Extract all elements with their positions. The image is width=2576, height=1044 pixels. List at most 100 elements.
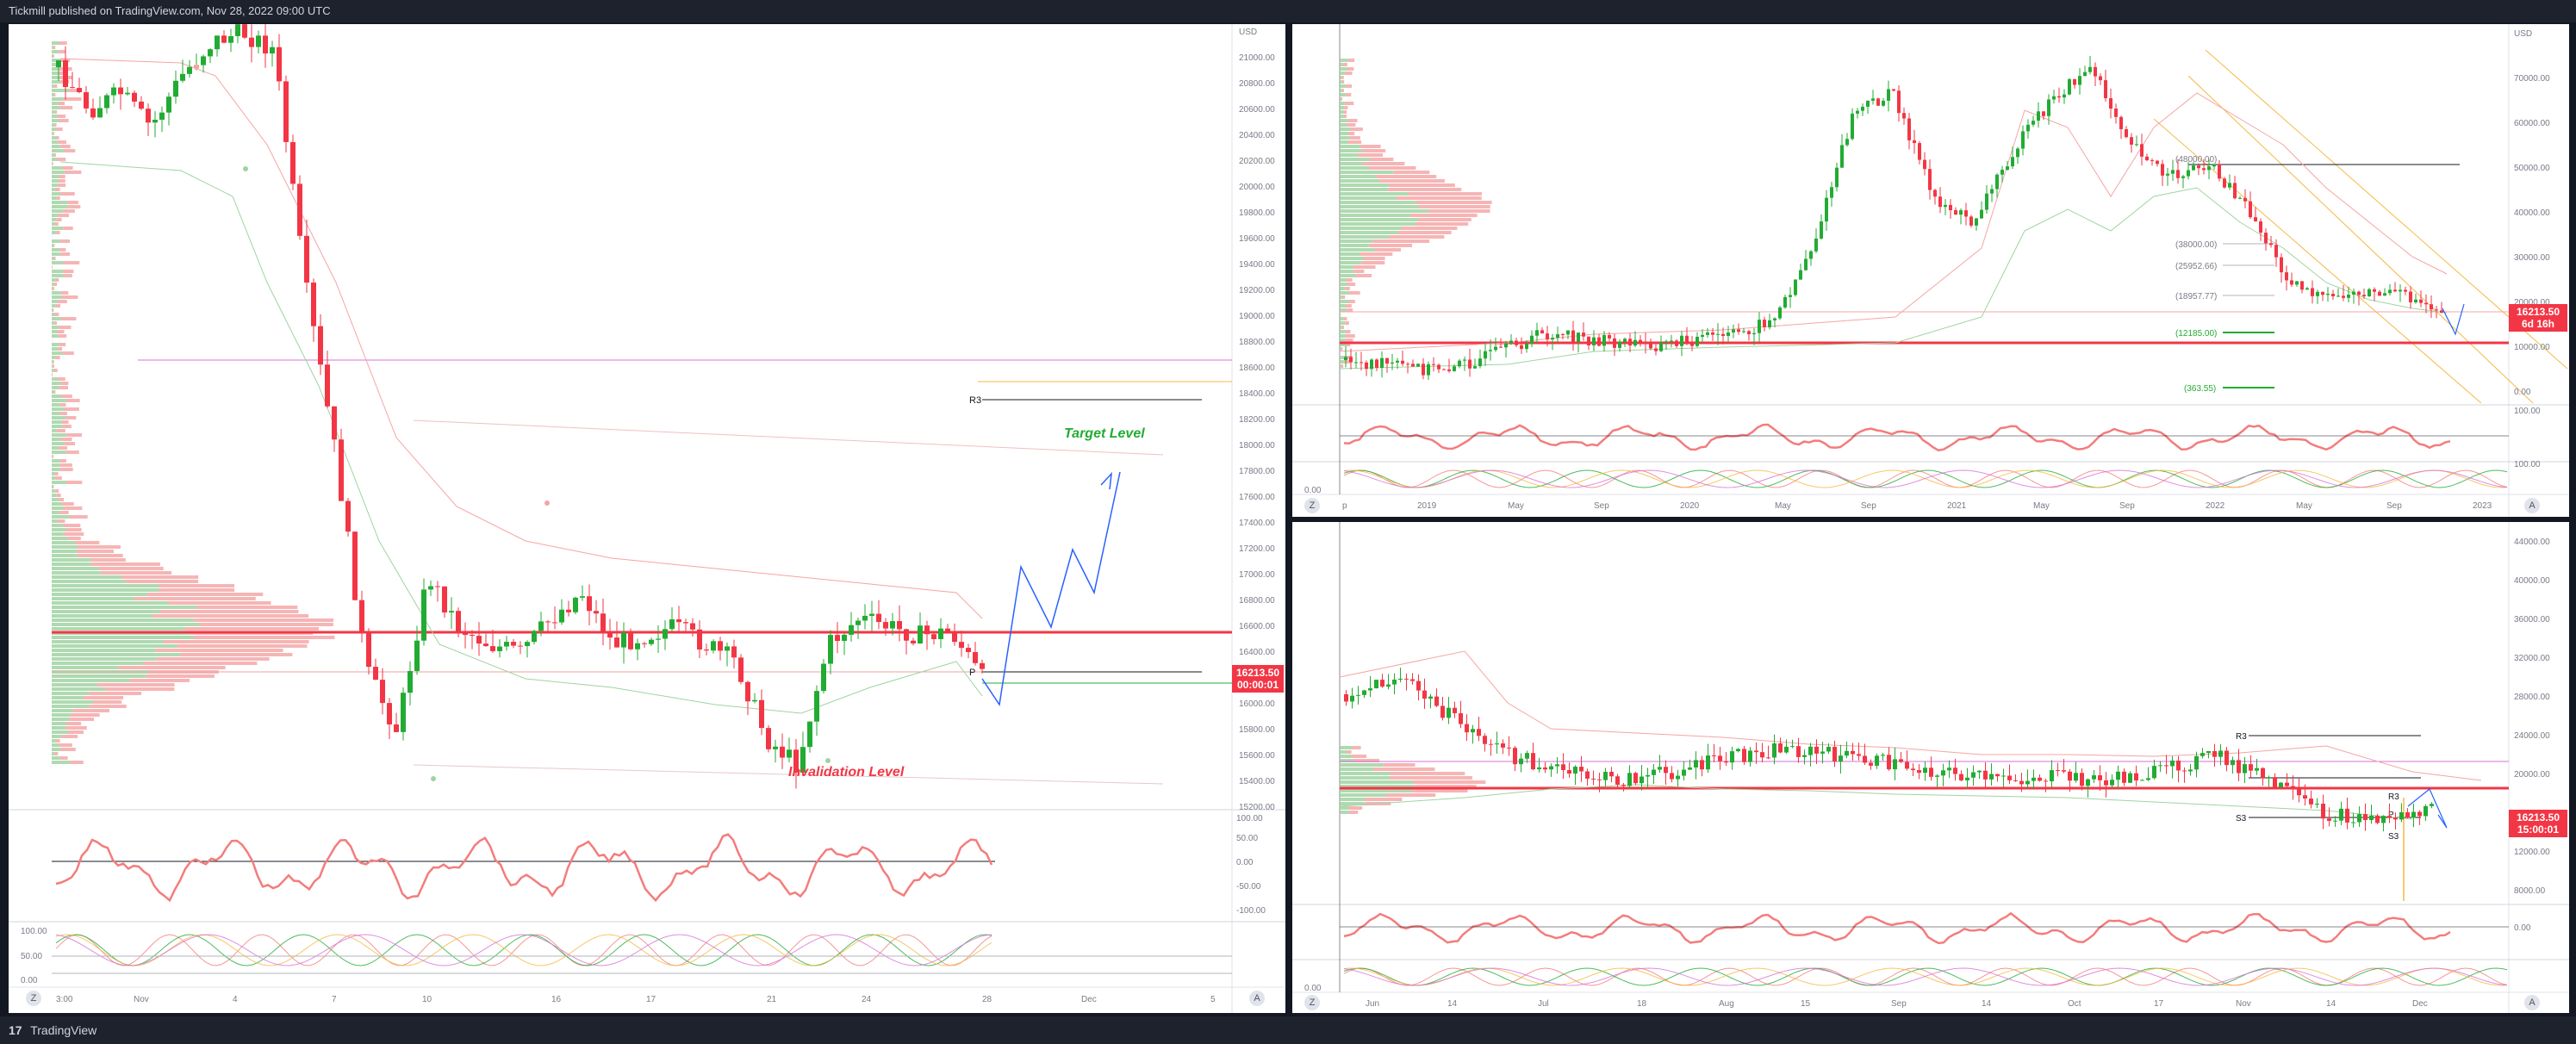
candle-down[interactable] xyxy=(1983,770,1988,780)
candle-up[interactable] xyxy=(256,35,261,47)
candle-up[interactable] xyxy=(1427,364,1430,376)
candle-up[interactable] xyxy=(125,92,130,95)
candle-up[interactable] xyxy=(1727,332,1730,336)
candle-down[interactable] xyxy=(1905,761,1909,769)
candle-up[interactable] xyxy=(2170,760,2175,767)
candle-up[interactable] xyxy=(421,589,426,641)
candle-down[interactable] xyxy=(84,92,89,109)
candle-down[interactable] xyxy=(1465,724,1469,733)
candle-down[interactable] xyxy=(1561,764,1565,771)
candle-up[interactable] xyxy=(201,56,206,65)
candle-down[interactable] xyxy=(2273,777,2277,787)
candle-down[interactable] xyxy=(1571,330,1575,342)
candle-up[interactable] xyxy=(1658,767,1662,770)
candle-up[interactable] xyxy=(1494,346,1497,351)
projection-path[interactable] xyxy=(2442,303,2465,336)
candle-down[interactable] xyxy=(738,657,744,682)
candle-up[interactable] xyxy=(2032,777,2036,781)
candle-up[interactable] xyxy=(1790,746,1795,748)
candle-up[interactable] xyxy=(111,87,116,96)
candle-down[interactable] xyxy=(545,621,551,623)
candle-down[interactable] xyxy=(1644,341,1647,343)
candle-up[interactable] xyxy=(573,597,578,612)
candle-down[interactable] xyxy=(1742,749,1746,762)
candles[interactable] xyxy=(1344,668,2434,832)
candle-up[interactable] xyxy=(1758,320,1761,333)
candle-up[interactable] xyxy=(235,24,240,36)
candle-up[interactable] xyxy=(669,619,675,630)
candle-up[interactable] xyxy=(159,112,165,120)
candle-up[interactable] xyxy=(1664,341,1668,343)
candle-down[interactable] xyxy=(2223,178,2226,188)
candle-down[interactable] xyxy=(1411,364,1415,367)
candle-up[interactable] xyxy=(1935,775,1939,777)
candle-up[interactable] xyxy=(1555,764,1559,767)
candle-up[interactable] xyxy=(1875,755,1879,766)
candle-up[interactable] xyxy=(1866,100,1870,107)
candle-up[interactable] xyxy=(2339,808,2343,821)
candle-down[interactable] xyxy=(566,609,571,612)
candle-down[interactable] xyxy=(1933,190,1937,197)
candle-up[interactable] xyxy=(428,586,433,590)
candle-up[interactable] xyxy=(1772,743,1776,758)
candle-up[interactable] xyxy=(1530,335,1534,345)
candle-down[interactable] xyxy=(476,636,482,644)
candle-up[interactable] xyxy=(1549,766,1553,770)
candle-down[interactable] xyxy=(1440,705,1445,718)
candle-down[interactable] xyxy=(1899,759,1903,762)
candle-down[interactable] xyxy=(1501,743,1505,748)
candle-down[interactable] xyxy=(780,746,785,758)
candle-down[interactable] xyxy=(2019,780,2024,785)
candle-down[interactable] xyxy=(1721,333,1725,336)
candle-down[interactable] xyxy=(759,699,764,729)
candle-down[interactable] xyxy=(2114,109,2118,117)
candle-up[interactable] xyxy=(2228,183,2231,188)
candle-up[interactable] xyxy=(1676,775,1680,780)
candle-up[interactable] xyxy=(1603,771,1608,780)
candle-up[interactable] xyxy=(2231,760,2235,766)
candle-up[interactable] xyxy=(2011,157,2014,167)
candle-up[interactable] xyxy=(1447,707,1451,718)
candle-down[interactable] xyxy=(1582,332,1585,337)
candle-up[interactable] xyxy=(1975,218,1978,226)
candle-down[interactable] xyxy=(704,649,709,651)
projection-path[interactable] xyxy=(2407,788,2448,829)
candle-up[interactable] xyxy=(2000,170,2004,175)
candle-down[interactable] xyxy=(2099,76,2102,81)
candle-down[interactable] xyxy=(221,35,227,43)
candle-down[interactable] xyxy=(1515,340,1518,345)
candle-up[interactable] xyxy=(2128,773,2132,783)
candle-up[interactable] xyxy=(1830,187,1833,198)
candle-up[interactable] xyxy=(1623,339,1627,342)
candle-down[interactable] xyxy=(456,611,461,632)
candle-up[interactable] xyxy=(1752,332,1756,335)
candle-down[interactable] xyxy=(2073,78,2076,85)
candle-down[interactable] xyxy=(1892,89,1895,91)
candle-up[interactable] xyxy=(800,747,806,773)
candle-up[interactable] xyxy=(649,639,654,644)
candle-up[interactable] xyxy=(1386,684,1391,687)
candle-up[interactable] xyxy=(97,108,103,118)
candle-down[interactable] xyxy=(490,646,495,651)
candle-up[interactable] xyxy=(2050,770,2054,782)
candle-up[interactable] xyxy=(1374,680,1378,689)
candle-down[interactable] xyxy=(2119,116,2123,129)
candle-down[interactable] xyxy=(1778,743,1783,753)
candle-up[interactable] xyxy=(449,611,454,613)
candle-up[interactable] xyxy=(1535,330,1539,336)
candle-down[interactable] xyxy=(1608,334,1611,339)
candle-down[interactable] xyxy=(1639,339,1642,342)
candle-down[interactable] xyxy=(339,439,344,501)
candle-down[interactable] xyxy=(1857,754,1861,756)
chart-top-right-weekly[interactable]: (48000.00) (38000.00) (25952.66) (18957.… xyxy=(1292,24,2569,517)
candle-up[interactable] xyxy=(1633,339,1637,346)
channel-line[interactable] xyxy=(2205,49,2568,370)
candle-up[interactable] xyxy=(849,625,854,635)
candle-down[interactable] xyxy=(2297,787,2301,796)
candle-down[interactable] xyxy=(470,635,475,637)
candle-down[interactable] xyxy=(1814,746,1819,754)
candle-up[interactable] xyxy=(2255,767,2259,771)
candle-up[interactable] xyxy=(1618,341,1621,348)
candle-up[interactable] xyxy=(1344,357,1347,360)
candle-down[interactable] xyxy=(63,60,68,88)
